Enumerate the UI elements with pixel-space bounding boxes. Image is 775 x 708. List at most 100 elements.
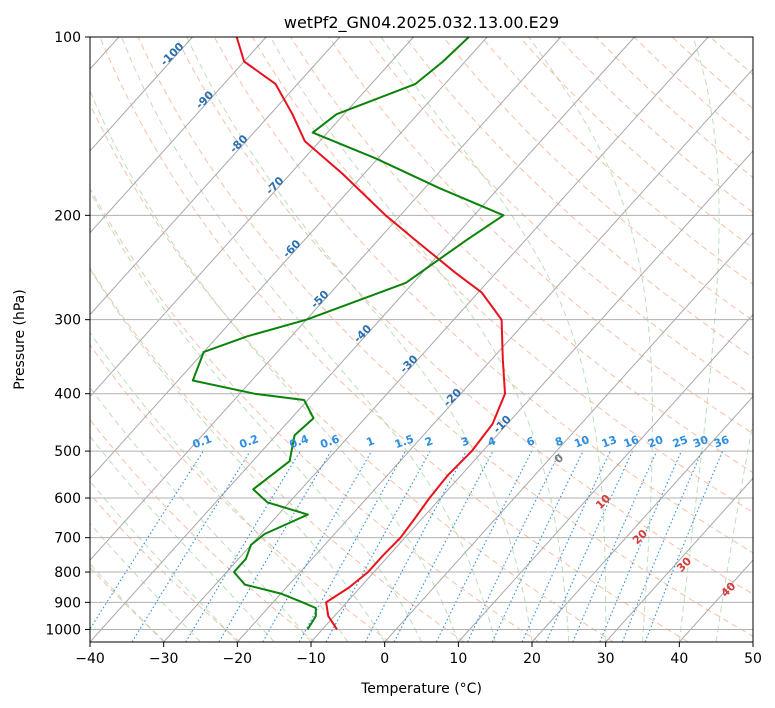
dry-adiabat-label: -60 [280,237,303,260]
isotherm [752,641,753,642]
isotherm [90,37,193,152]
x-tick-label: 40 [670,651,688,667]
isotherm [605,477,753,642]
moist-adiabat [752,638,753,642]
mixing-ratio-line [435,450,533,642]
y-tick-label: 600 [54,491,81,507]
dry-adiabat-label: -80 [227,132,250,155]
x-tick-label: 30 [597,651,615,667]
dry-adiabat [90,566,166,642]
x-tick-label: −10 [296,651,326,667]
dry-adiabat [90,418,316,642]
x-tick-label: 10 [449,651,467,667]
mixing-ratio-label: 1.5 [393,432,416,451]
isotherm [90,37,341,316]
moist-adiabat [186,37,533,642]
dry-adiabat [137,37,753,637]
mixing-ratio-label: 0.4 [288,432,311,451]
x-tick-label: −40 [75,651,105,667]
moist-adiabat [90,522,201,642]
isotherm [236,68,753,642]
dry-adiabat-label: -20 [441,386,464,409]
isotherm [90,37,488,480]
chart-title: wetPf2_GN04.2025.032.13.00.E29 [284,13,559,33]
profile-line-0 [235,37,506,630]
dry-adiabat-label: -30 [397,352,420,375]
y-tick-label: 1000 [45,622,81,638]
moist-adiabat-label: 0 [552,451,567,466]
dry-adiabat [442,37,753,322]
x-axis-label: Temperature (°C) [360,681,482,697]
moist-adiabat [678,37,720,642]
dry-adiabat [90,187,540,642]
y-axis-ticks: 100 200 300 400 500 600 700 800 900 1000 [45,30,90,638]
moist-adiabat-label: 10 [593,492,613,512]
mixing-ratio-label: 16 [622,433,641,451]
pressure-gridlines [90,37,753,630]
isotherm [90,37,562,561]
x-tick-label: −30 [149,651,179,667]
mixing-ratio-line [364,450,467,642]
y-tick-label: 300 [54,313,81,329]
dry-adiabat-label: -100 [158,40,187,69]
dry-adiabat [90,493,241,642]
dry-adiabat [328,37,753,435]
isotherm [90,37,414,398]
moist-adiabat [380,37,607,642]
dry-adiabat [213,37,753,554]
dry-adiabat-label: -90 [193,88,216,111]
mixing-ratio-line [621,450,703,642]
moist-adiabat [90,331,349,642]
mixing-ratio-label: 10 [572,433,591,451]
dry-adiabat-label: -40 [351,322,374,345]
mixing-ratio-label: 2 [423,434,435,449]
background-lines [90,37,753,642]
dry-adiabat [633,37,753,144]
moist-adiabat [90,268,386,642]
dry-adiabat [519,37,753,249]
mixing-ratio-label: 6 [525,434,537,449]
mixing-ratio-label: 0.2 [238,432,261,451]
x-axis-ticks: −40 −30 −20 −10 0 10 20 30 40 50 [75,642,762,667]
moist-adiabat [90,386,312,642]
isotherm [90,37,635,642]
moist-adiabat [90,89,459,642]
mixing-ratio-line [185,450,301,642]
dry-adiabat [90,103,614,642]
y-tick-label: 800 [54,565,81,581]
mixing-ratio-label: 20 [646,433,665,451]
mixing-ratio-label: 3 [459,434,471,449]
moist-adiabat [269,37,570,642]
dry-adiabat [404,37,753,359]
mixing-ratio-label: 8 [553,434,565,449]
mixing-ratio-label: 25 [671,433,690,450]
mixing-ratio-line [572,450,658,642]
isotherm [531,395,753,642]
dry-adiabat [99,37,689,642]
moist-adiabat [90,435,275,642]
dry-adiabat-label: -70 [263,174,286,197]
series-layer [191,37,506,630]
mixing-ratio-line [131,450,251,642]
plot-frame [89,36,754,643]
y-tick-label: 200 [54,208,81,224]
mixing-ratio-line [521,450,611,642]
isotherm [384,231,753,642]
dry-adiabat [90,267,465,642]
mixing-ratio-line [262,450,373,642]
moist-adiabat [90,480,238,642]
dry-adiabat [175,37,753,595]
mixing-ratio-label: 4 [486,434,498,449]
mixing-ratio-label: 30 [691,433,710,451]
mixing-ratio-line [467,450,561,642]
mixing-ratio-line [599,450,682,642]
isotherm [678,559,753,642]
dry-adiabat [557,37,753,214]
y-tick-label: 100 [54,30,81,46]
dry-adiabat [748,37,753,42]
mixing-ratio-label: 36 [712,433,731,451]
mixing-ratio-label: 0.1 [191,432,214,451]
moist-adiabat [121,37,496,642]
y-tick-label: 500 [54,444,81,460]
